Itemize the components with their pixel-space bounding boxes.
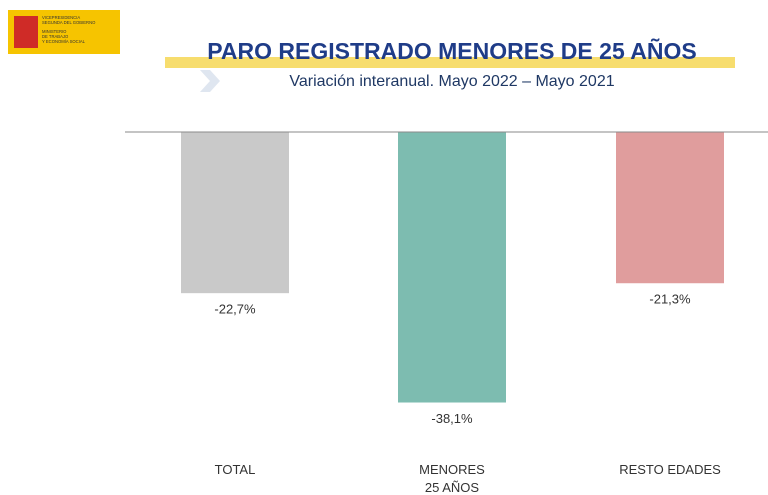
chevron [200, 70, 220, 92]
x-tick-label: TOTAL [214, 462, 256, 477]
bar [616, 132, 724, 284]
logo-text: VICEPRESIDENCIA SEGUNDA DEL GOBIERNO MIN… [42, 15, 96, 44]
chart-subtitle: Variación interanual. Mayo 2022 – Mayo 2… [289, 73, 614, 90]
logo-line: VICEPRESIDENCIA [42, 15, 80, 20]
chart-title: PARO REGISTRADO MENORES DE 25 AÑOS [207, 37, 696, 64]
title-highlight [165, 57, 735, 68]
logo-line: MINISTERIO [42, 29, 67, 34]
logo-line: SEGUNDA DEL GOBIERNO [42, 20, 96, 25]
value-label: -38,1% [431, 411, 473, 426]
bar [398, 132, 506, 403]
value-label: -21,3% [649, 292, 691, 307]
x-tick-label: RESTO EDADES [619, 462, 721, 477]
x-tick-label: MENORES 25 AÑOS [419, 462, 485, 495]
logo-emblem [14, 16, 38, 48]
logo-line: DE TRABAJO [42, 34, 69, 39]
logo-line: Y ECONOMÍA SOCIAL [42, 39, 86, 44]
bar [181, 132, 289, 294]
value-label: -22,7% [214, 302, 256, 317]
